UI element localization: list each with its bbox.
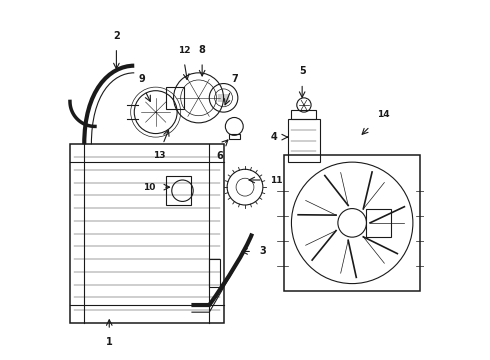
- Text: 4: 4: [270, 132, 277, 142]
- Text: 14: 14: [377, 110, 390, 119]
- Bar: [288, 119, 320, 162]
- Bar: [292, 111, 317, 119]
- Text: 2: 2: [113, 31, 120, 41]
- Bar: [209, 258, 220, 287]
- Text: 6: 6: [217, 152, 223, 161]
- Text: 13: 13: [153, 152, 166, 161]
- Text: 1: 1: [106, 337, 113, 347]
- Text: 12: 12: [178, 46, 191, 55]
- Bar: [284, 155, 420, 291]
- Text: 3: 3: [259, 247, 266, 256]
- Bar: [367, 208, 392, 237]
- Text: 8: 8: [199, 45, 206, 55]
- Bar: [167, 87, 184, 109]
- Text: 5: 5: [299, 66, 306, 76]
- Bar: [167, 176, 192, 205]
- Bar: [229, 134, 240, 139]
- Text: 9: 9: [138, 73, 145, 84]
- Text: 7: 7: [231, 73, 238, 84]
- Text: 11: 11: [270, 176, 283, 185]
- Text: 10: 10: [143, 183, 156, 192]
